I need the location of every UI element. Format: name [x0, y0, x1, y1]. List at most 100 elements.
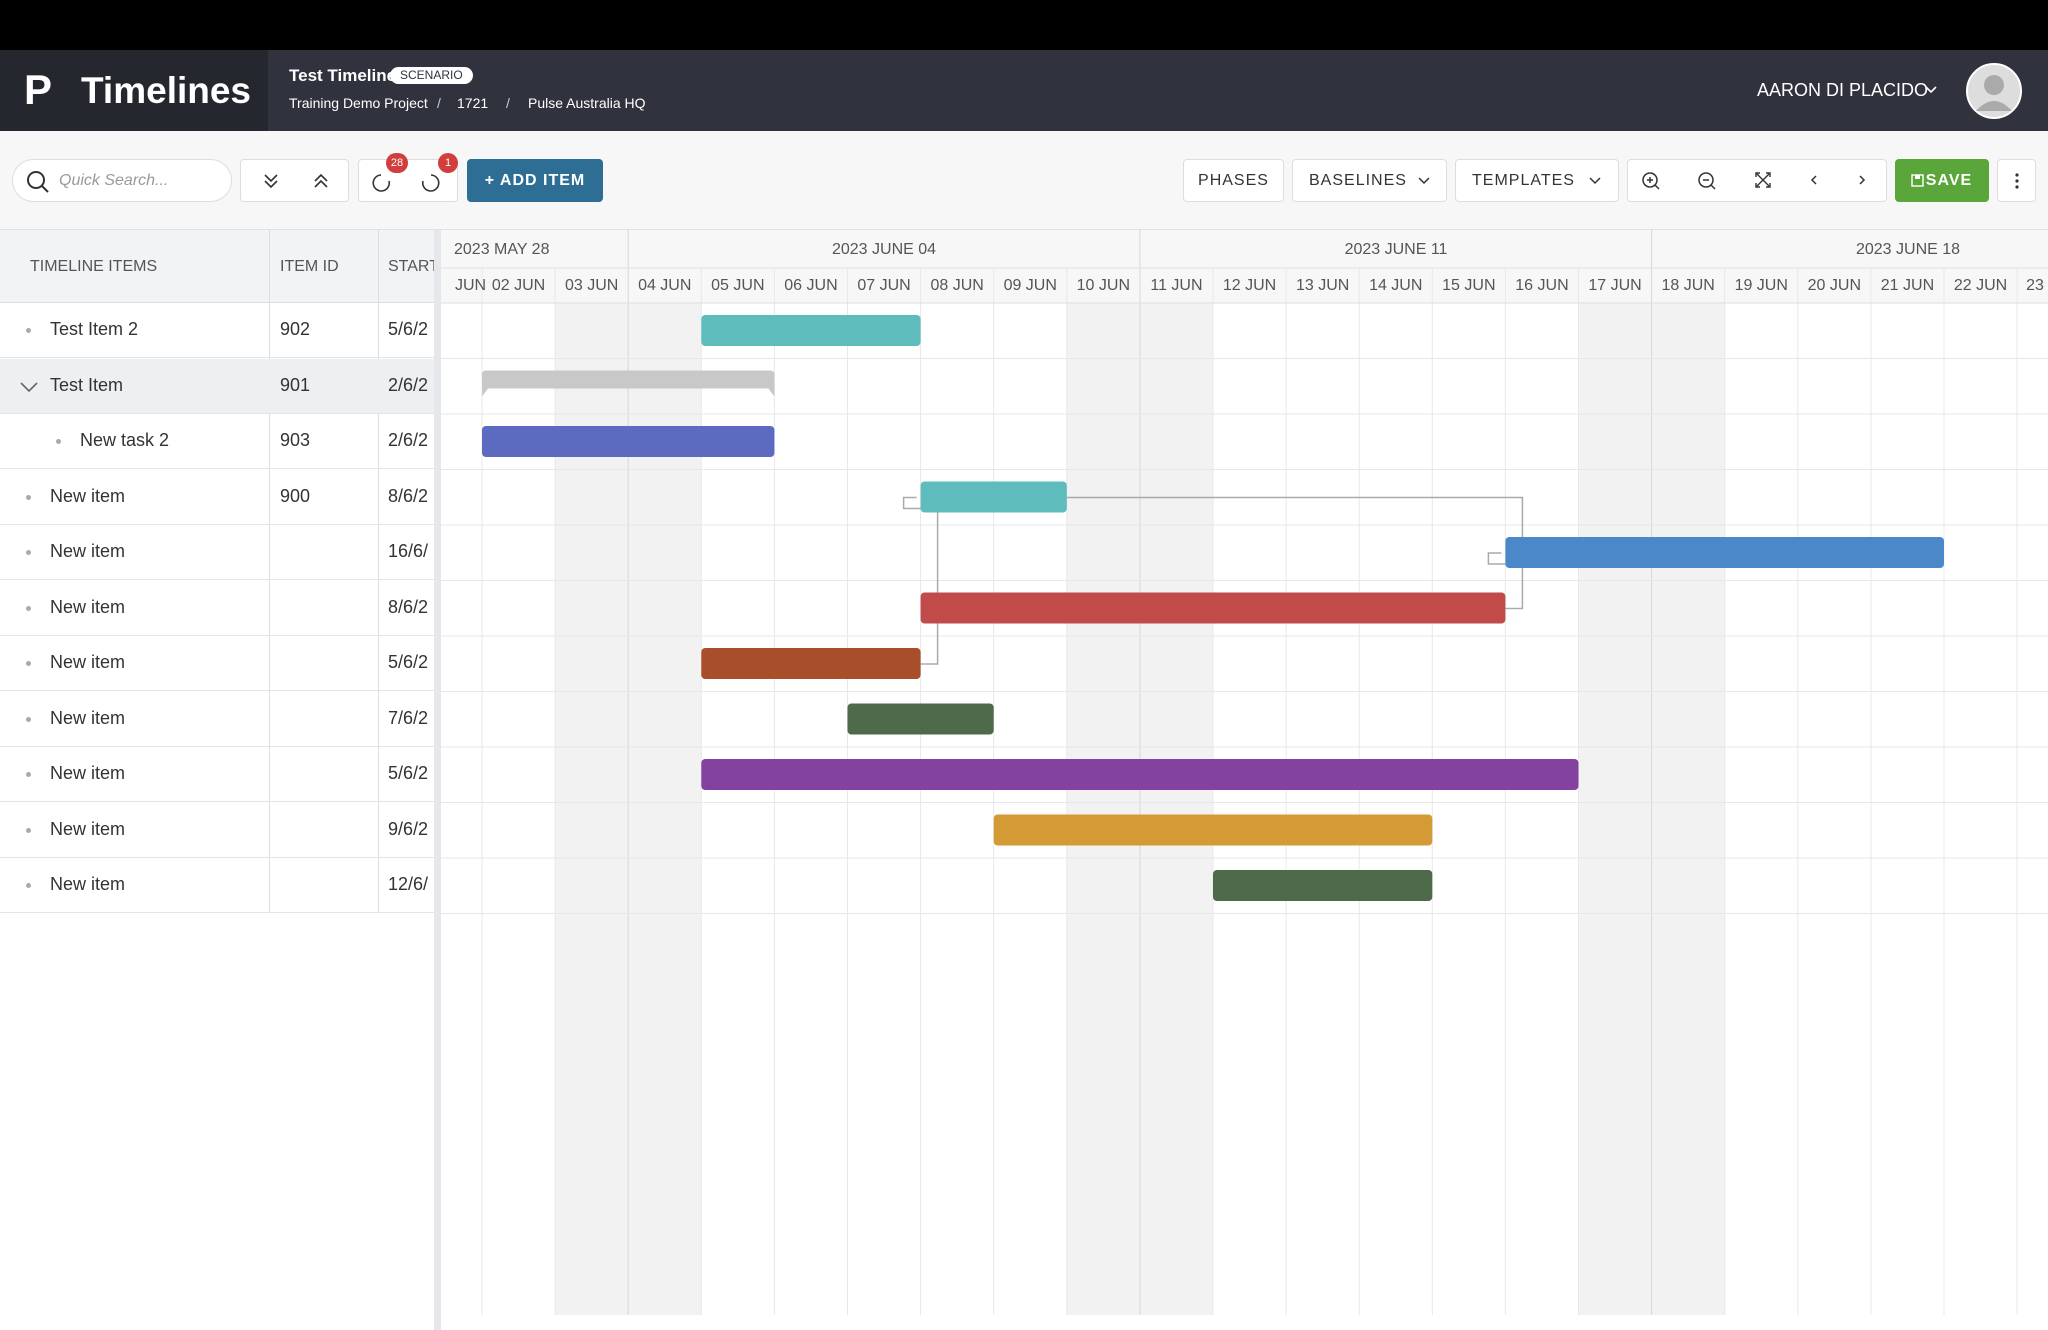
- list-row[interactable]: Test Item 2 902 5/6/2: [0, 303, 434, 358]
- column-header[interactable]: ITEM ID: [280, 258, 339, 275]
- gantt-bar: [993, 814, 1433, 846]
- column-divider: [269, 230, 270, 913]
- summary-bar: [482, 370, 775, 397]
- gantt-bar: [482, 426, 775, 457]
- day-label: 20 JUN: [1808, 277, 1861, 294]
- item-name: New item: [50, 485, 126, 506]
- day-label: 09 JUN: [1004, 277, 1057, 294]
- badge: SCENARIO: [390, 67, 473, 84]
- gantt-chart: 2023 MAY 28 2023 JUNE 04 2023 JUNE 11 2023 …: [441, 230, 2048, 1315]
- phases-button[interactable]: PHASES: [1183, 159, 1284, 202]
- day-label: 03 JUN: [565, 277, 618, 294]
- item-start: 8/6/2: [388, 596, 429, 617]
- day-label: 14 JUN: [1369, 277, 1422, 294]
- bullet: [26, 494, 31, 500]
- avatar[interactable]: [1966, 63, 2022, 119]
- redo-count: 1: [438, 153, 458, 173]
- gantt-bar: [847, 703, 994, 735]
- app-header: P Timelines Test Timeline SCENARIO Train…: [0, 50, 2048, 131]
- chevron: [20, 381, 38, 392]
- splitter[interactable]: [434, 230, 441, 1330]
- bullet: [56, 439, 61, 444]
- more-button[interactable]: [1997, 159, 2036, 202]
- item-id: 903: [280, 430, 311, 450]
- header-bg: [441, 230, 2048, 303]
- gantt-bar: [1213, 870, 1433, 901]
- gantt-bar: [1505, 537, 1944, 568]
- toolbar: Quick Search... 28 1 + ADD ITEM PHASES B…: [0, 131, 2048, 230]
- list-row[interactable]: New item 900 8/6/2: [0, 470, 434, 525]
- column-divider: [378, 230, 379, 913]
- list-row[interactable]: New task 2 903 2/6/2: [0, 414, 434, 469]
- list-row[interactable]: New item 7/6/2: [0, 692, 434, 747]
- item-id: 900: [280, 485, 311, 506]
- item-start: 5/6/2: [388, 319, 429, 339]
- search-icon: [27, 171, 49, 193]
- column-header[interactable]: START: [388, 258, 434, 275]
- day-label: 23: [2026, 277, 2044, 294]
- expand-collapse[interactable]: [240, 159, 349, 202]
- weekend-shade: [628, 303, 702, 1315]
- item-name: New item: [50, 652, 126, 672]
- item-name: New item: [50, 541, 126, 561]
- item-name: New item: [50, 596, 126, 617]
- breadcrumb[interactable]: 1721: [457, 95, 489, 111]
- save-icon: [1911, 174, 1924, 187]
- gantt-bar: [920, 592, 1506, 624]
- bullet: [26, 772, 31, 777]
- bullet: [26, 605, 31, 611]
- list-row[interactable]: Test Item 901 2/6/2: [0, 358, 434, 414]
- bullet: [26, 661, 31, 666]
- add-item-button[interactable]: + ADD ITEM: [467, 159, 603, 202]
- app-title: Timelines: [81, 70, 252, 111]
- weekend-shade: [1651, 303, 1725, 1315]
- list-row[interactable]: New item 16/6/: [0, 525, 434, 580]
- bullet: [26, 883, 31, 888]
- separator: /: [506, 95, 510, 111]
- item-name: New item: [50, 763, 126, 783]
- item-start: 5/6/2: [388, 652, 429, 672]
- item-name: New item: [50, 818, 126, 839]
- gantt-bar: [701, 759, 1579, 790]
- day-label: 19 JUN: [1735, 277, 1788, 294]
- list-row[interactable]: New item 12/6/: [0, 858, 434, 913]
- day-label: 22 JUN: [1954, 277, 2007, 294]
- day-label: 15 JUN: [1442, 277, 1495, 294]
- bullet: [26, 550, 31, 555]
- day-label: 07 JUN: [857, 277, 910, 294]
- day-label: 18 JUN: [1661, 277, 1714, 294]
- baselines-button[interactable]: BASELINES: [1292, 159, 1447, 202]
- list-row[interactable]: New item 9/6/2: [0, 803, 434, 858]
- bullet: [26, 827, 31, 833]
- top-bar: [0, 0, 2048, 50]
- zoom-controls[interactable]: [1627, 159, 1887, 202]
- breadcrumb[interactable]: Pulse Australia HQ: [528, 95, 646, 111]
- separator: /: [437, 95, 441, 111]
- chevron: [1925, 86, 1937, 94]
- item-start: 16/6/: [388, 541, 429, 561]
- item-start: 5/6/2: [388, 763, 429, 783]
- column-header[interactable]: TIMELINE ITEMS: [30, 258, 158, 275]
- search-box[interactable]: Quick Search...: [12, 159, 232, 202]
- logo-area: [0, 50, 268, 131]
- item-name: Test Item: [50, 374, 124, 395]
- week-label: 2023 JUNE 04: [832, 241, 936, 258]
- breadcrumb[interactable]: Training Demo Project: [289, 95, 428, 111]
- user-name[interactable]: AARON DI PLACIDO: [1756, 80, 1928, 100]
- list-row[interactable]: New item 8/6/2: [0, 581, 434, 636]
- dependency: [1066, 496, 1524, 537]
- list-row[interactable]: New item 5/6/2: [0, 636, 434, 691]
- day-label: 04 JUN: [638, 277, 691, 294]
- save-button[interactable]: SAVE: [1895, 159, 1989, 202]
- bullet: [26, 716, 31, 722]
- list-row[interactable]: New item 5/6/2: [0, 747, 434, 802]
- week-label: 2023 MAY 28: [454, 241, 550, 258]
- item-id: 902: [280, 319, 311, 339]
- undo-count: 28: [386, 153, 408, 173]
- item-name: New task 2: [80, 430, 170, 450]
- logo[interactable]: P: [24, 66, 53, 113]
- item-start: 12/6/: [388, 874, 429, 894]
- undo-redo[interactable]: [358, 159, 458, 202]
- timeline-name[interactable]: Test Timeline: [289, 66, 397, 85]
